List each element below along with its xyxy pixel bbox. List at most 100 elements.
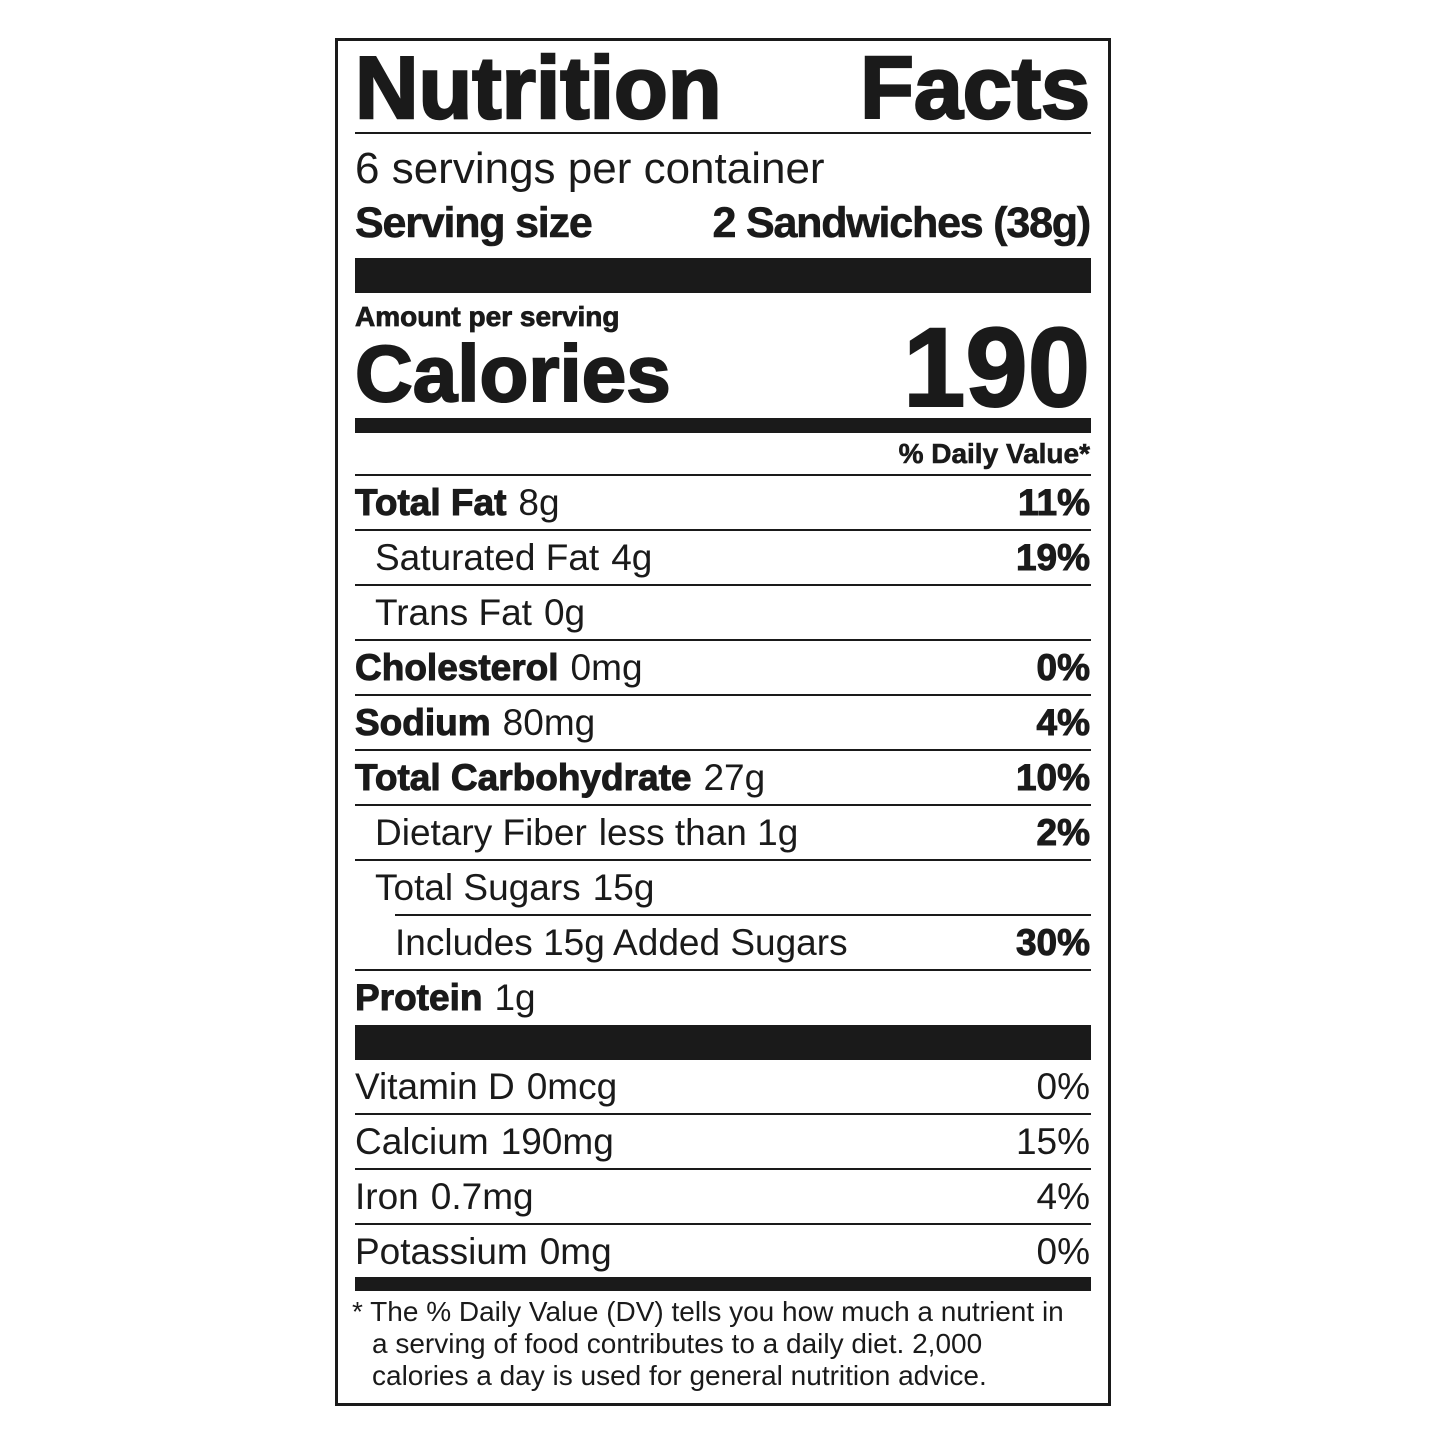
title-nutrition: Nutrition (354, 37, 723, 139)
nutrient-label: Trans Fat 0g (355, 592, 585, 634)
divider (355, 749, 1091, 751)
divider (355, 694, 1091, 696)
daily-value-percent: 0% (1036, 1230, 1090, 1272)
nutrient-amount: 0mg (539, 1230, 612, 1272)
divider (355, 639, 1091, 641)
nutrient-row: Vitamin D 0mcg 0% (355, 1060, 1090, 1113)
nutrient-row: Protein 1g (354, 971, 1090, 1024)
nutrient-row: Saturated Fat 4g 19% (355, 531, 1091, 584)
nutrient-name: Saturated Fat (375, 536, 600, 578)
daily-value-percent: 2% (1036, 811, 1090, 853)
serving-size-label: Serving size (355, 199, 593, 248)
nutrient-label: Total Sugars 15g (355, 867, 654, 909)
divider (355, 1113, 1091, 1115)
divider (355, 859, 1091, 861)
divider (395, 914, 1091, 916)
nutrient-row: Total Carbohydrate 27g 10% (354, 751, 1090, 804)
nutrient-amount: 190mg (500, 1120, 614, 1162)
footnote-line: calories a day is used for general nutri… (372, 1360, 987, 1391)
nutrient-row: Includes 15g Added Sugars 30% (355, 916, 1091, 969)
nutrient-row: Calcium 190mg 15% (355, 1115, 1090, 1168)
nutrient-row: Total Fat 8g 11% (354, 476, 1090, 529)
nutrient-name: Potassium (355, 1230, 528, 1272)
divider (355, 584, 1091, 586)
amount-per-serving: Amount per serving (355, 301, 620, 333)
divider (355, 804, 1091, 806)
nutrient-label: Vitamin D 0mcg (355, 1066, 617, 1108)
nutrient-amount: 0g (543, 591, 586, 633)
nutrient-name: Total Sugars (375, 866, 581, 908)
daily-value-percent: 15% (1015, 1120, 1090, 1162)
nutrient-row: Cholesterol 0mg 0% (355, 641, 1091, 694)
nutrient-row: Total Sugars 15g (355, 861, 1090, 914)
nutrient-label: Includes 15g Added Sugars (355, 922, 848, 964)
nutrient-row: Iron 0.7mg 4% (355, 1170, 1090, 1223)
nutrient-label: Iron 0.7mg (355, 1176, 534, 1218)
divider (355, 1277, 1091, 1291)
footnote-line: a serving of food contributes to a daily… (372, 1328, 983, 1359)
footnote-line: * The % Daily Value (DV) tells you how m… (352, 1296, 1064, 1327)
nutrient-amount: 15g (592, 866, 655, 908)
daily-value-header: % Daily Value* (898, 438, 1090, 470)
servings-per-container: 6 servings per container (355, 144, 825, 193)
daily-value-percent: 4% (1036, 701, 1090, 743)
daily-value-percent: 0% (1036, 1065, 1090, 1107)
nutrient-name: Dietary Fiber (375, 811, 587, 853)
calories-label: Calories (354, 329, 672, 419)
nutrient-amount: 80mg (502, 701, 596, 743)
nutrient-label: Calcium 190mg (355, 1121, 614, 1163)
nutrient-name: Total Fat (354, 481, 507, 523)
nutrient-name: Total Carbohydrate (354, 756, 692, 798)
calories-value: 190 (902, 305, 1091, 430)
daily-value-percent: 4% (1036, 1175, 1090, 1217)
nutrient-amount: 0mg (570, 646, 643, 688)
divider (355, 474, 1091, 476)
nutrient-row: Potassium 0mg 0% (355, 1225, 1090, 1278)
label-title: Nutrition Facts (354, 37, 1091, 139)
nutrient-label: Sodium 80mg (355, 701, 596, 744)
nutrient-row: Trans Fat 0g (355, 586, 1090, 639)
nutrient-name: Cholesterol (355, 646, 560, 688)
nutrient-row: Dietary Fiber less than 1g 2% (355, 806, 1091, 859)
nutrient-name: Vitamin D (355, 1065, 515, 1107)
medium-bar (355, 418, 1091, 433)
nutrient-name: Iron (355, 1175, 419, 1217)
nutrient-name: Protein (354, 976, 483, 1018)
divider (355, 969, 1091, 971)
calories-row: Calories 190 (354, 305, 1091, 430)
thick-bar (355, 258, 1091, 293)
nutrition-label-border (335, 38, 1111, 1406)
daily-value-percent: 30% (1015, 921, 1090, 963)
divider (355, 1168, 1091, 1170)
divider (355, 1025, 1091, 1060)
nutrient-name: Trans Fat (375, 591, 532, 633)
nutrient-label: Total Fat 8g (354, 481, 560, 524)
nutrient-amount: 27g (703, 756, 766, 798)
daily-value-percent: 10% (1015, 756, 1090, 798)
serving-size-value: 2 Sandwiches (38g) (712, 199, 1091, 248)
nutrient-row: Sodium 80mg 4% (355, 696, 1091, 749)
divider (355, 132, 1091, 134)
title-facts: Facts (859, 37, 1091, 139)
divider (355, 1223, 1091, 1225)
nutrient-amount: 0.7mg (430, 1175, 534, 1217)
nutrient-label: Cholesterol 0mg (355, 646, 643, 689)
nutrient-label: Saturated Fat 4g (355, 537, 652, 579)
nutrient-label: Protein 1g (354, 976, 536, 1019)
nutrient-label: Potassium 0mg (355, 1231, 612, 1273)
nutrient-amount: less than 1g (598, 811, 799, 853)
nutrient-name: Sodium (355, 701, 492, 743)
nutrient-amount: 0mcg (526, 1065, 618, 1107)
daily-value-percent: 19% (1015, 536, 1090, 578)
nutrient-name: Includes 15g Added Sugars (395, 921, 848, 963)
divider (355, 529, 1091, 531)
daily-value-percent: 0% (1036, 646, 1090, 688)
serving-size: Serving size 2 Sandwiches (38g) (355, 198, 1092, 248)
footnote: * The % Daily Value (DV) tells you how m… (352, 1296, 1092, 1392)
nutrient-amount: 4g (611, 536, 653, 578)
nutrient-amount: 8g (518, 481, 560, 523)
nutrient-amount: 1g (494, 976, 536, 1018)
nutrient-name: Calcium (355, 1120, 489, 1162)
daily-value-percent: 11% (1017, 481, 1090, 523)
nutrient-label: Total Carbohydrate 27g (354, 756, 766, 799)
